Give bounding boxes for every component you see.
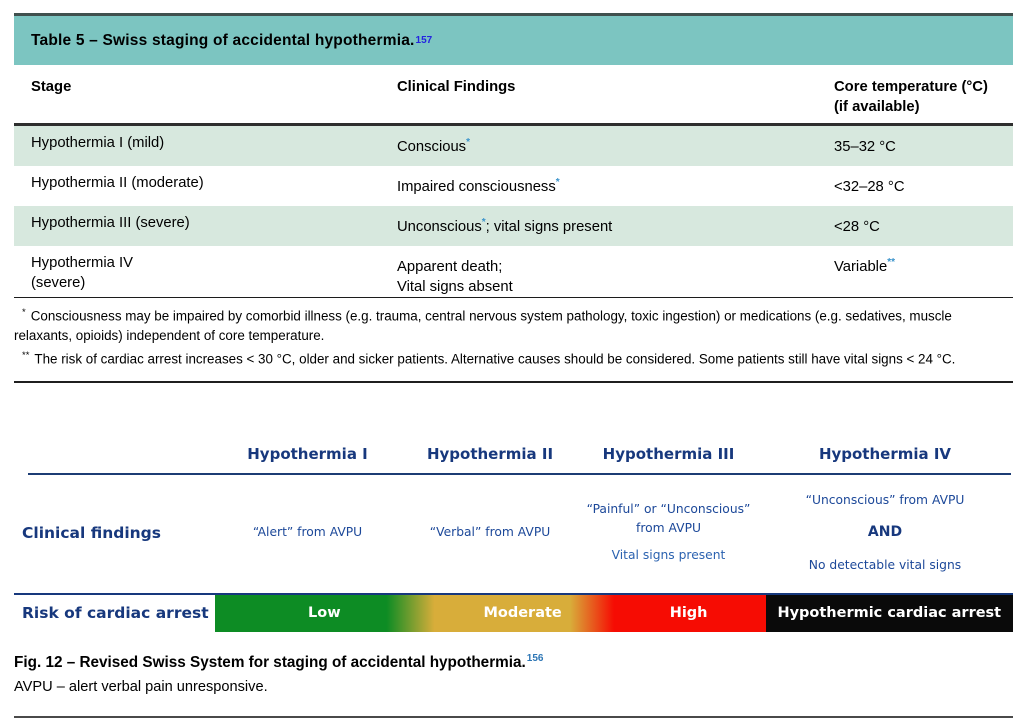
figure-cell-hypothermia-1: “Alert” from AVPU [252, 525, 363, 540]
risk-of-cardiac-arrest-row: Risk of cardiac arrest Low Moderate High… [14, 592, 1013, 632]
table-row: Hypothermia IV (severe) Apparent death; … [14, 246, 1013, 298]
cell-stage: Hypothermia III (severe) [31, 215, 190, 231]
figure-abbreviation-note: AVPU – alert verbal pain unresponsive. [14, 678, 268, 695]
column-header-clinical-findings: Clinical Findings [397, 79, 516, 95]
risk-segment-hypothermic-cardiac-arrest: Hypothermic cardiac arrest [765, 594, 1013, 632]
table-header-row: Stage Clinical Findings Core temperature… [14, 65, 1013, 126]
cell-core-temperature: 35–32 °C [834, 138, 896, 155]
table-5-section: Table 5 – Swiss staging of accidental hy… [14, 13, 1013, 383]
figure-column-header-hypothermia-3: Hypothermia III [602, 444, 735, 463]
risk-row-label: Risk of cardiac arrest [22, 604, 209, 623]
table-footnotes: * Consciousness may be impaired by comorb… [14, 298, 1013, 383]
footnote-link-icon[interactable]: ** [887, 257, 895, 268]
column-header-core-temperature: Core temperature (°C) (if available) [834, 79, 988, 115]
risk-gradient-bar: Low Moderate High Hypothermic cardiac ar… [215, 594, 1013, 632]
table-row: Hypothermia III (severe) Unconscious*; v… [14, 206, 1013, 246]
figure-cell-hypothermia-4: “Unconscious” from AVPU AND No detectabl… [805, 492, 965, 572]
cell-stage: Hypothermia I (mild) [31, 135, 165, 151]
figure-header-rule [28, 472, 1011, 475]
cell-core-temperature: Variable** [834, 257, 895, 275]
figure-header-row: Hypothermia I Hypothermia II Hypothermia… [14, 445, 1013, 473]
figure-column-header-hypothermia-1: Hypothermia I [247, 444, 368, 463]
cell-core-temperature: <28 °C [834, 218, 880, 235]
cell-core-temperature: <32–28 °C [834, 178, 905, 195]
figure-row-label-clinical-findings: Clinical findings [22, 523, 161, 542]
table-title-bar: Table 5 – Swiss staging of accidental hy… [14, 13, 1013, 65]
cell-stage: Hypothermia IV (severe) [31, 255, 133, 291]
footnote-link-icon[interactable]: * [481, 217, 486, 228]
figure-column-header-hypothermia-2: Hypothermia II [426, 444, 554, 463]
column-header-stage: Stage [31, 79, 72, 95]
figure-12-section: Hypothermia I Hypothermia II Hypothermia… [14, 445, 1013, 718]
footnote-marker: ** [22, 350, 30, 362]
footnote-link-icon[interactable]: * [555, 177, 560, 188]
table-row: Hypothermia II (moderate) Impaired consc… [14, 166, 1013, 206]
cell-clinical-findings: Apparent death; Vital signs absent [397, 258, 513, 295]
cell-clinical-findings: Unconscious*; vital signs present [397, 217, 613, 235]
figure-caption: Fig. 12 – Revised Swiss System for stagi… [14, 652, 544, 671]
table-title: Table 5 – Swiss staging of accidental hy… [31, 31, 415, 49]
figure-cell-hypothermia-2: “Verbal” from AVPU [429, 525, 551, 540]
cell-clinical-findings: Conscious* [397, 137, 470, 155]
figure-header-spacer [14, 445, 215, 473]
table-row: Hypothermia I (mild) Conscious* 35–32 °C [14, 126, 1013, 166]
footnote-marker: * [22, 306, 26, 318]
figure-clinical-findings-row: Clinical findings “Alert” from AVPU “Ver… [14, 475, 1013, 593]
risk-segment-low: Low [308, 605, 341, 622]
figure-cell-hypothermia-3: “Painful” or “Unconscious” from AVPU Vit… [586, 502, 751, 563]
figure-caption-citation-link[interactable]: 156 [526, 652, 544, 664]
risk-segment-moderate: Moderate [483, 605, 562, 622]
footnote: ** The risk of cardiac arrest increases <… [22, 350, 956, 367]
figure-column-header-hypothermia-4: Hypothermia IV [818, 444, 952, 463]
table-title-citation-link[interactable]: 157 [415, 35, 433, 46]
risk-segment-high: High [669, 605, 708, 622]
footnote-link-icon[interactable]: * [466, 137, 470, 148]
cell-clinical-findings: Impaired consciousness* [397, 177, 560, 195]
footnote: * Consciousness may be impaired by comorb… [14, 306, 952, 344]
cell-stage: Hypothermia II (moderate) [31, 175, 204, 191]
